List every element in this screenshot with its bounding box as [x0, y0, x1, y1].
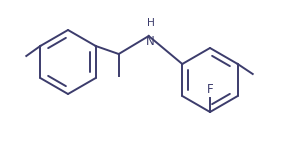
Text: N: N — [146, 35, 155, 48]
Text: F: F — [207, 83, 213, 96]
Text: H: H — [147, 18, 155, 28]
